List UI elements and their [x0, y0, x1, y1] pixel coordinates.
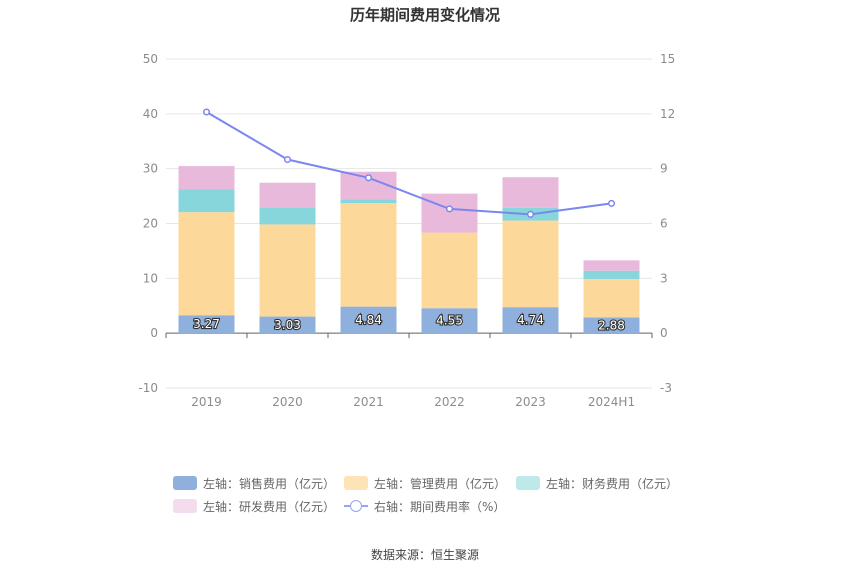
- bar-data-label: 3.27: [193, 317, 220, 331]
- y-tick-label-right: 15: [660, 52, 675, 66]
- y-tick-label-left: 10: [143, 271, 158, 285]
- bar-segment-0: [583, 317, 640, 334]
- y-tick-label-right: -3: [660, 381, 672, 395]
- expense-rate-point: [445, 205, 454, 213]
- legend-item-expense-rate[interactable]: 右轴：期间费用率（%）: [344, 498, 505, 514]
- expense-rate-point: [202, 108, 211, 116]
- y-tick-label-left: -10: [138, 381, 158, 395]
- x-tick-label: 2022: [434, 395, 465, 409]
- legend-label-finance: 左轴：财务费用（亿元）: [546, 476, 679, 491]
- bar-data-label: 4.84: [355, 313, 382, 327]
- y-tick-label-right: 9: [660, 162, 668, 176]
- chart-title: 历年期间费用变化情况: [349, 6, 500, 24]
- data-source: 数据来源：恒生聚源: [370, 548, 479, 562]
- bar-segment-1: [178, 212, 235, 316]
- bar-segment-2: [259, 207, 316, 225]
- legend-label-sales: 左轴：销售费用（亿元）: [203, 476, 336, 491]
- expense-rate-point: [607, 199, 616, 207]
- bar-segment-3: [583, 260, 640, 271]
- bar-segment-2: [178, 189, 235, 213]
- y-tick-label-right: 12: [660, 107, 675, 121]
- bar-data-label: 4.74: [517, 313, 544, 327]
- bar-segment-0: [340, 306, 397, 334]
- bar-data-label: 4.55: [436, 314, 463, 328]
- bar-segment-2: [340, 199, 397, 203]
- x-tick-label: 2024H1: [588, 395, 635, 409]
- bar-segment-3: [259, 182, 316, 208]
- legend-swatch-admin: [344, 476, 368, 490]
- bar-segment-1: [259, 224, 316, 317]
- expense-rate-point: [283, 155, 292, 164]
- legend-item-finance[interactable]: 左轴：财务费用（亿元）: [516, 475, 678, 491]
- bar-segment-1: [340, 202, 397, 307]
- bar-segment-0: [259, 316, 316, 334]
- y-tick-label-left: 40: [143, 107, 158, 121]
- legend-swatch-finance: [516, 476, 540, 490]
- bar-segment-3: [421, 193, 478, 233]
- bar-data-label: 2.88: [598, 318, 625, 332]
- legend-line-icon: [344, 499, 368, 513]
- y-tick-label-left: 30: [143, 162, 158, 176]
- bar-segment-0: [178, 315, 235, 334]
- y-tick-label-left: 20: [143, 217, 158, 231]
- bar-segment-0: [502, 307, 559, 334]
- legend-item-admin[interactable]: 左轴：管理费用（亿元）: [344, 475, 506, 491]
- bar-segment-0: [421, 308, 478, 334]
- bar-segment-1: [583, 278, 640, 318]
- y-tick-label-right: 0: [660, 326, 668, 340]
- legend-item-rnd[interactable]: 左轴：研发费用（亿元）: [173, 498, 335, 514]
- legend-label-expense-rate: 右轴：期间费用率（%）: [374, 499, 506, 514]
- y-tick-label-left: 0: [150, 326, 158, 340]
- y-tick-label-right: 6: [660, 217, 668, 231]
- y-tick-label-left: 50: [143, 52, 158, 66]
- x-tick-label: 2020: [272, 395, 303, 409]
- bar-segment-1: [421, 232, 478, 309]
- y-tick-label-right: 3: [660, 271, 668, 285]
- expense-rate-point: [526, 210, 535, 218]
- x-tick-label: 2019: [191, 395, 222, 409]
- expense-rate-line: [205, 111, 612, 216]
- bar-segment-1: [502, 220, 559, 308]
- bar-segment-3: [178, 166, 235, 190]
- expense-rate-point: [364, 174, 373, 182]
- bar-segment-2: [583, 270, 640, 279]
- x-tick-label: 2023: [515, 395, 546, 409]
- legend-swatch-rnd: [173, 499, 197, 513]
- legend-swatch-sales: [173, 476, 197, 490]
- legend-label-rnd: 左轴：研发费用（亿元）: [203, 499, 336, 514]
- bar-segment-3: [502, 177, 559, 208]
- legend-item-sales[interactable]: 左轴：销售费用（亿元）: [173, 475, 335, 491]
- bar-data-label: 3.03: [274, 318, 301, 332]
- legend-label-admin: 左轴：管理费用（亿元）: [374, 476, 507, 491]
- x-tick-label: 2021: [353, 395, 384, 409]
